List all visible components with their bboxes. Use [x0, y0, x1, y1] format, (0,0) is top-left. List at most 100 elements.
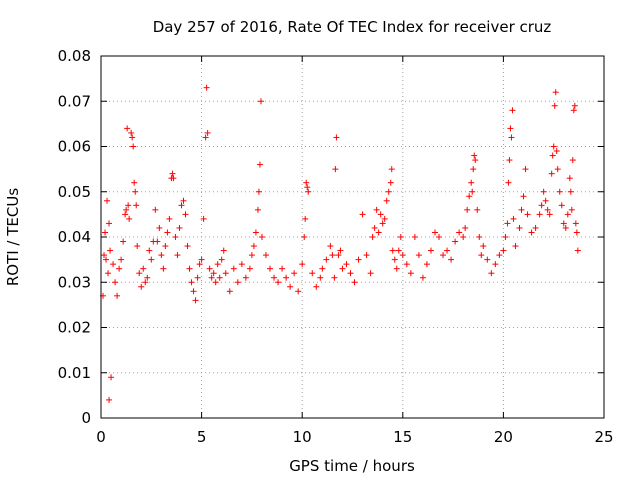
data-point — [132, 188, 139, 195]
data-point — [375, 229, 382, 236]
data-point — [395, 247, 402, 254]
data-point — [504, 220, 511, 227]
x-tick-label: 15 — [393, 428, 412, 446]
data-point — [305, 188, 312, 195]
data-point — [317, 274, 324, 281]
data-point — [556, 188, 563, 195]
data-points — [100, 84, 581, 403]
data-point — [548, 170, 555, 177]
data-point — [188, 279, 195, 286]
data-point — [554, 166, 561, 173]
data-point — [122, 211, 129, 218]
data-point — [544, 206, 551, 213]
data-point — [256, 161, 263, 168]
y-tick-label: 0.05 — [58, 183, 91, 201]
data-point — [388, 166, 395, 173]
data-point — [102, 229, 109, 236]
data-point — [403, 261, 410, 268]
data-point — [532, 224, 539, 231]
y-tick-labels: 0 0.01 0.02 0.03 0.04 0.05 0.06 0.07 0.08 — [58, 47, 91, 427]
data-point — [160, 265, 167, 272]
data-point — [128, 129, 135, 136]
data-point — [319, 265, 326, 272]
data-point — [389, 247, 396, 254]
data-point — [104, 197, 111, 204]
data-point — [107, 247, 114, 254]
data-point — [566, 175, 573, 182]
data-point — [299, 261, 306, 268]
data-point — [393, 265, 400, 272]
data-point — [103, 256, 110, 263]
data-point — [138, 283, 145, 290]
data-point — [570, 107, 577, 114]
data-point — [118, 256, 125, 263]
data-point — [101, 252, 108, 259]
data-point — [134, 243, 141, 250]
chart-title: Day 257 of 2016, Rate Of TEC Index for r… — [153, 18, 552, 36]
data-point — [436, 234, 443, 240]
data-point — [553, 148, 560, 155]
x-tick-label: 25 — [594, 428, 613, 446]
data-point — [512, 243, 519, 250]
data-point — [377, 211, 384, 218]
data-point — [125, 202, 132, 209]
data-point — [460, 234, 467, 240]
x-tick-label: 20 — [494, 428, 513, 446]
data-point — [174, 252, 181, 259]
data-point — [391, 256, 398, 263]
data-point — [262, 252, 269, 259]
data-point — [538, 202, 545, 209]
data-point — [133, 202, 140, 209]
data-point — [550, 143, 557, 150]
data-point — [572, 220, 579, 227]
data-point — [470, 166, 477, 173]
data-point — [169, 170, 176, 177]
data-point — [508, 134, 515, 141]
data-point — [146, 247, 153, 254]
data-point — [301, 234, 308, 240]
data-point — [536, 211, 543, 218]
data-point — [124, 125, 131, 132]
data-point — [156, 224, 163, 231]
data-point — [546, 211, 553, 218]
data-point — [337, 247, 344, 254]
y-tick-label: 0.07 — [58, 92, 91, 110]
data-point — [255, 188, 262, 195]
data-point — [184, 243, 191, 250]
data-point — [567, 188, 574, 195]
data-point — [551, 102, 558, 109]
data-point — [522, 166, 529, 173]
data-point — [108, 374, 115, 381]
data-point — [203, 84, 210, 91]
data-point — [411, 234, 418, 240]
data-point — [540, 188, 547, 195]
data-point — [254, 206, 261, 213]
data-point — [502, 234, 509, 240]
data-point — [560, 220, 567, 227]
data-point — [258, 234, 265, 240]
data-point — [464, 206, 471, 213]
data-point — [518, 206, 525, 213]
y-tick-label: 0.06 — [58, 138, 91, 156]
data-point — [369, 234, 376, 240]
x-tick-label: 0 — [96, 428, 106, 446]
data-point — [291, 270, 298, 277]
data-point — [558, 202, 565, 209]
data-point — [242, 274, 249, 281]
data-point — [569, 157, 576, 164]
data-point — [332, 166, 339, 173]
data-point — [123, 206, 130, 213]
y-tick-label: 0.02 — [58, 319, 91, 337]
data-point — [456, 229, 463, 236]
data-point — [303, 179, 310, 186]
data-point — [476, 234, 483, 240]
data-point — [192, 297, 199, 304]
data-point — [507, 125, 514, 132]
data-point — [152, 206, 159, 213]
axis-ticks — [100, 55, 605, 419]
y-tick-label: 0.08 — [58, 47, 91, 65]
data-point — [252, 229, 259, 236]
data-point — [468, 179, 475, 186]
data-point — [335, 252, 342, 259]
data-point — [114, 292, 121, 299]
